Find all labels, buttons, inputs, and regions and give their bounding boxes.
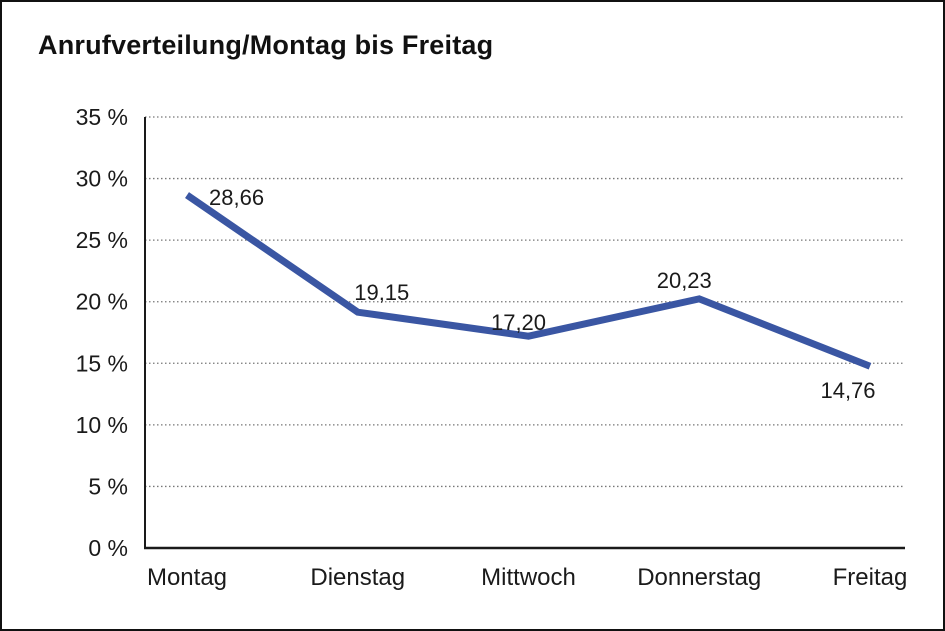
- y-tick-label: 30 %: [76, 166, 128, 192]
- x-axis-label: Dienstag: [310, 564, 405, 591]
- x-axis-label: Mittwoch: [481, 564, 576, 591]
- x-axis-label: Donnerstag: [637, 564, 761, 591]
- y-tick-label: 35 %: [76, 104, 128, 130]
- series-line: [185, 192, 872, 370]
- data-label: 28,66: [209, 185, 264, 210]
- y-tick-label: 10 %: [76, 412, 128, 438]
- y-tick-label: 20 %: [76, 289, 128, 315]
- data-label: 20,23: [657, 268, 712, 293]
- x-axis-label: Montag: [147, 564, 227, 591]
- data-label: 14,76: [820, 378, 875, 403]
- y-tick-label: 0 %: [88, 535, 128, 561]
- y-tick-label: 5 %: [88, 473, 128, 499]
- chart-title: Anrufverteilung/Montag bis Freitag: [38, 30, 494, 60]
- data-label: 19,15: [354, 280, 409, 305]
- y-tick-label: 25 %: [76, 227, 128, 253]
- y-tick-label: 15 %: [76, 350, 128, 376]
- x-axis-label: Freitag: [833, 564, 908, 591]
- data-label: 17,20: [491, 310, 546, 335]
